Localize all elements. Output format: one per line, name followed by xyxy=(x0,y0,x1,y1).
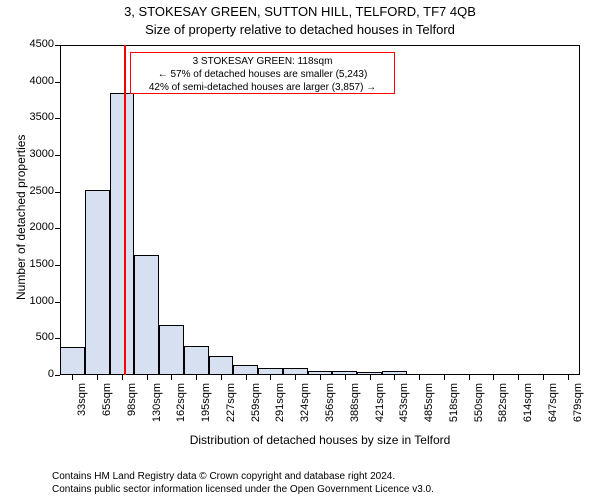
x-tick-label: 65sqm xyxy=(101,383,113,443)
histogram-bar xyxy=(382,371,407,375)
x-tick-mark xyxy=(568,375,569,380)
x-tick-mark xyxy=(320,375,321,380)
histogram-bar xyxy=(357,372,382,375)
indicator-line xyxy=(124,45,126,375)
x-tick-label: 614sqm xyxy=(522,383,534,443)
x-tick-mark xyxy=(493,375,494,380)
histogram-bar xyxy=(308,371,333,375)
histogram-bar xyxy=(332,371,357,375)
y-tick-mark xyxy=(55,45,60,46)
x-tick-label: 582sqm xyxy=(497,383,509,443)
y-tick-mark xyxy=(55,118,60,119)
x-tick-mark xyxy=(370,375,371,380)
x-tick-mark xyxy=(122,375,123,380)
histogram-bar xyxy=(134,255,159,375)
x-tick-label: 33sqm xyxy=(76,383,88,443)
x-tick-label: 324sqm xyxy=(299,383,311,443)
x-tick-label: 98sqm xyxy=(126,383,138,443)
histogram-bar xyxy=(283,368,308,375)
histogram-bar xyxy=(209,356,234,375)
histogram-bar xyxy=(258,368,283,375)
x-tick-label: 227sqm xyxy=(225,383,237,443)
x-tick-label: 679sqm xyxy=(572,383,584,443)
y-tick-mark xyxy=(55,265,60,266)
x-tick-mark xyxy=(345,375,346,380)
histogram-bar xyxy=(60,347,85,375)
y-tick-mark xyxy=(55,192,60,193)
x-tick-mark xyxy=(543,375,544,380)
histogram-bar xyxy=(184,346,209,375)
attribution-text: Contains HM Land Registry data © Crown c… xyxy=(52,470,434,496)
annotation-line-2: ← 57% of detached houses are smaller (5,… xyxy=(135,68,390,81)
y-tick-label: 4500 xyxy=(16,38,54,50)
y-tick-label: 4000 xyxy=(16,75,54,87)
histogram-bar xyxy=(85,190,110,375)
x-tick-label: 518sqm xyxy=(448,383,460,443)
y-tick-mark xyxy=(55,375,60,376)
x-tick-mark xyxy=(97,375,98,380)
x-tick-label: 291sqm xyxy=(274,383,286,443)
chart-title-main: 3, STOKESAY GREEN, SUTTON HILL, TELFORD,… xyxy=(0,4,600,19)
x-tick-mark xyxy=(518,375,519,380)
histogram-bar xyxy=(110,93,135,375)
histogram-bar xyxy=(159,325,184,375)
x-tick-mark xyxy=(270,375,271,380)
x-tick-label: 356sqm xyxy=(324,383,336,443)
x-tick-mark xyxy=(246,375,247,380)
y-tick-label: 0 xyxy=(16,368,54,380)
x-tick-mark xyxy=(394,375,395,380)
x-tick-label: 259sqm xyxy=(250,383,262,443)
x-tick-label: 421sqm xyxy=(374,383,386,443)
x-tick-mark xyxy=(419,375,420,380)
chart-title-sub: Size of property relative to detached ho… xyxy=(0,22,600,37)
x-tick-mark xyxy=(295,375,296,380)
attribution-line-2: Contains public sector information licen… xyxy=(52,483,434,496)
y-tick-mark xyxy=(55,338,60,339)
x-tick-mark xyxy=(221,375,222,380)
chart-figure: 3, STOKESAY GREEN, SUTTON HILL, TELFORD,… xyxy=(0,0,600,500)
annotation-line-1: 3 STOKESAY GREEN: 118sqm xyxy=(135,55,390,68)
y-tick-label: 1000 xyxy=(16,295,54,307)
y-tick-label: 3000 xyxy=(16,148,54,160)
y-tick-mark xyxy=(55,302,60,303)
y-tick-mark xyxy=(55,228,60,229)
y-tick-label: 2000 xyxy=(16,221,54,233)
y-tick-mark xyxy=(55,82,60,83)
y-tick-mark xyxy=(55,155,60,156)
annotation-line-3: 42% of semi-detached houses are larger (… xyxy=(135,81,390,94)
x-tick-label: 453sqm xyxy=(398,383,410,443)
x-tick-label: 550sqm xyxy=(473,383,485,443)
x-tick-label: 195sqm xyxy=(200,383,212,443)
x-tick-mark xyxy=(171,375,172,380)
attribution-line-1: Contains HM Land Registry data © Crown c… xyxy=(52,470,434,483)
x-tick-mark xyxy=(444,375,445,380)
y-tick-label: 1500 xyxy=(16,258,54,270)
y-tick-label: 3500 xyxy=(16,111,54,123)
x-tick-label: 388sqm xyxy=(349,383,361,443)
x-tick-mark xyxy=(72,375,73,380)
y-tick-label: 500 xyxy=(16,331,54,343)
annotation-box: 3 STOKESAY GREEN: 118sqm ← 57% of detach… xyxy=(130,52,395,94)
x-tick-mark xyxy=(147,375,148,380)
y-tick-label: 2500 xyxy=(16,185,54,197)
x-tick-label: 130sqm xyxy=(151,383,163,443)
x-tick-label: 647sqm xyxy=(547,383,559,443)
x-tick-label: 162sqm xyxy=(175,383,187,443)
x-tick-label: 485sqm xyxy=(423,383,435,443)
x-tick-mark xyxy=(196,375,197,380)
histogram-bar xyxy=(233,365,258,375)
x-tick-mark xyxy=(469,375,470,380)
